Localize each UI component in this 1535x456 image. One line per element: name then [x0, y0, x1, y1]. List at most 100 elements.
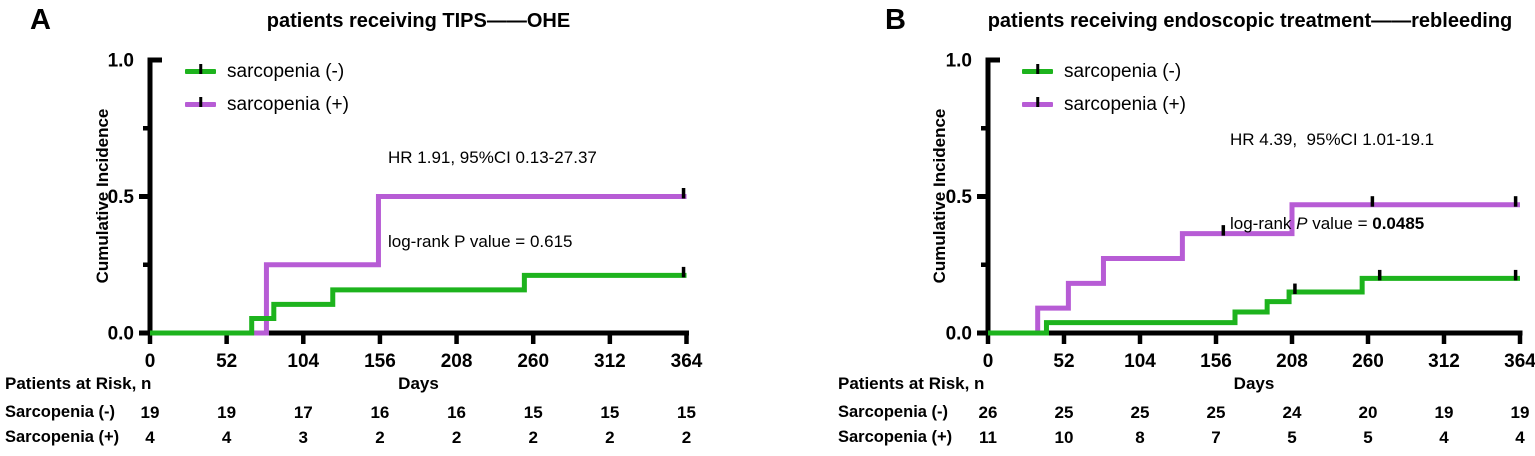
censor-mark: [1513, 269, 1518, 281]
risk-value: 26: [978, 403, 998, 422]
legend-label: sarcopenia (+): [1064, 94, 1186, 115]
legend-item-sarcopenia-negative: sarcopenia (-): [185, 61, 349, 82]
risk-value: 4: [1515, 428, 1525, 447]
y-tick-label: 1.0: [108, 51, 134, 72]
risk-values-row: 4 4 3 2 2 2 2 2: [0, 428, 1535, 450]
x-axis-label: Days: [1233, 374, 1275, 393]
risk-value: 3: [298, 428, 309, 447]
censor-mark: [1293, 283, 1297, 295]
x-tick-label: 104: [1124, 351, 1156, 372]
risk-value: 19: [1434, 403, 1454, 422]
risk-value: 15: [523, 403, 543, 422]
hr-ci-text: HR 4.39, 95%CI 1.01-19.1: [1230, 130, 1435, 149]
risk-value: 2: [681, 428, 692, 447]
x-tick-label: 312: [594, 351, 626, 372]
risk-value: 25: [1130, 403, 1150, 422]
risk-value: 17: [293, 403, 313, 422]
panel-letter: A: [30, 4, 51, 36]
risk-value: 2: [375, 428, 385, 447]
risk-row-label: Sarcopenia (+): [838, 428, 953, 446]
risk-value: 4: [1439, 428, 1449, 447]
risk-value: 4: [221, 428, 232, 447]
stats-annotation: HR 4.39, 95%CI 1.01-19.1 log-rank P valu…: [1230, 70, 1434, 294]
x-axis-label: Days: [398, 374, 439, 393]
risk-value: 10: [1054, 428, 1074, 447]
risk-value: 16: [447, 403, 467, 422]
x-tick-label: 312: [1428, 351, 1460, 372]
risk-value: 25: [1206, 403, 1226, 422]
y-tick-label: 0.0: [946, 324, 972, 345]
risk-values-row: 11 10 8 7 5 5 4 4: [0, 428, 1535, 450]
censor-mark: [1513, 196, 1518, 207]
risk-values-row: 19 19 17 16 16 15 15 15: [0, 403, 1535, 425]
risk-value: 19: [1510, 403, 1530, 422]
risk-value: 7: [1211, 428, 1221, 447]
risk-row-label: Sarcopenia (-): [838, 403, 949, 421]
y-axis-label: Cumulative Incidence: [930, 108, 949, 284]
legend-label: sarcopenia (+): [227, 94, 349, 115]
legend-label: sarcopenia (-): [1064, 61, 1182, 82]
curve-sarcopenia-: [988, 275, 1520, 336]
x-tick-label: 104: [287, 351, 319, 372]
x-tick-label: 156: [1200, 351, 1232, 372]
y-tick-label: 0.5: [946, 187, 973, 208]
x-tick-label: 364: [1504, 351, 1535, 372]
censor-mark: [1370, 196, 1375, 207]
legend-item-sarcopenia-positive: sarcopenia (+): [1022, 94, 1186, 115]
x-tick-label: 208: [441, 351, 473, 372]
x-tick-label: 52: [216, 351, 237, 372]
x-tick-label: 260: [517, 351, 549, 372]
risk-value: 4: [145, 428, 155, 447]
legend-line-marker-purple: [185, 97, 216, 107]
panel-letter: B: [885, 4, 906, 36]
stats-annotation: HR 1.91, 95%CI 0.13-27.37 log-rank P val…: [388, 88, 597, 312]
censor-tick-icon: [1035, 97, 1040, 107]
x-tick-label: 208: [1276, 351, 1308, 372]
curve-sarcopenia-: [988, 202, 1520, 336]
censor-tick-icon: [198, 64, 203, 74]
legend-line-marker-green: [1022, 64, 1053, 74]
risk-value: 2: [528, 428, 538, 447]
censor-tick-icon: [198, 97, 203, 107]
risk-value: 11: [979, 428, 997, 447]
panel-title: patients receiving TIPS——OHE: [266, 10, 571, 32]
censor-tick-icon: [1035, 64, 1040, 74]
censor-mark: [681, 188, 686, 199]
risk-table-header: Patients at Risk, n: [5, 374, 152, 393]
plot-panel-A: 0.0 0.5 1.0 0 52 104 156 208 260 312 364: [108, 51, 703, 373]
risk-value: 24: [1282, 403, 1302, 422]
plot-panel-B: 0.0 0.5 1.0 0 52 104 156 208 260 312 364: [946, 51, 1535, 373]
risk-value: 8: [1135, 428, 1145, 447]
legend-label: sarcopenia (-): [227, 61, 345, 82]
censor-mark: [681, 266, 686, 278]
x-tick-label: 364: [671, 351, 703, 372]
risk-value: 15: [600, 403, 620, 422]
risk-value: 5: [1363, 428, 1373, 447]
risk-value: 16: [370, 403, 390, 422]
risk-value: 25: [1054, 403, 1074, 422]
legend: sarcopenia (-) sarcopenia (+): [1022, 61, 1186, 115]
logrank-text: log-rank P value = 0.615: [388, 232, 573, 251]
y-tick-label: 0.0: [108, 324, 134, 345]
x-tick-label: 0: [983, 351, 994, 372]
legend-item-sarcopenia-negative: sarcopenia (-): [1022, 61, 1186, 82]
y-tick-label: 0.5: [108, 187, 135, 208]
risk-table-header: Patients at Risk, n: [838, 374, 985, 393]
risk-row-label: Sarcopenia (+): [5, 428, 120, 446]
risk-value: 2: [451, 428, 462, 447]
x-tick-label: 52: [1053, 351, 1074, 372]
risk-values-row: 26 25 25 25 24 20 19 19: [0, 403, 1535, 425]
legend-line-marker-purple: [1022, 97, 1053, 107]
censor-mark: [1377, 269, 1382, 281]
logrank-text: log-rank P value = 0.0485: [1230, 214, 1425, 233]
x-tick-label: 260: [1352, 351, 1384, 372]
y-axis-label: Cumulative Incidence: [93, 108, 112, 284]
risk-value: 20: [1358, 403, 1378, 422]
risk-row-label: Sarcopenia (-): [5, 403, 116, 421]
risk-value: 5: [1287, 428, 1297, 447]
legend: sarcopenia (-) sarcopenia (+): [185, 61, 349, 115]
risk-value: 19: [217, 403, 237, 422]
risk-value: 15: [677, 403, 696, 422]
